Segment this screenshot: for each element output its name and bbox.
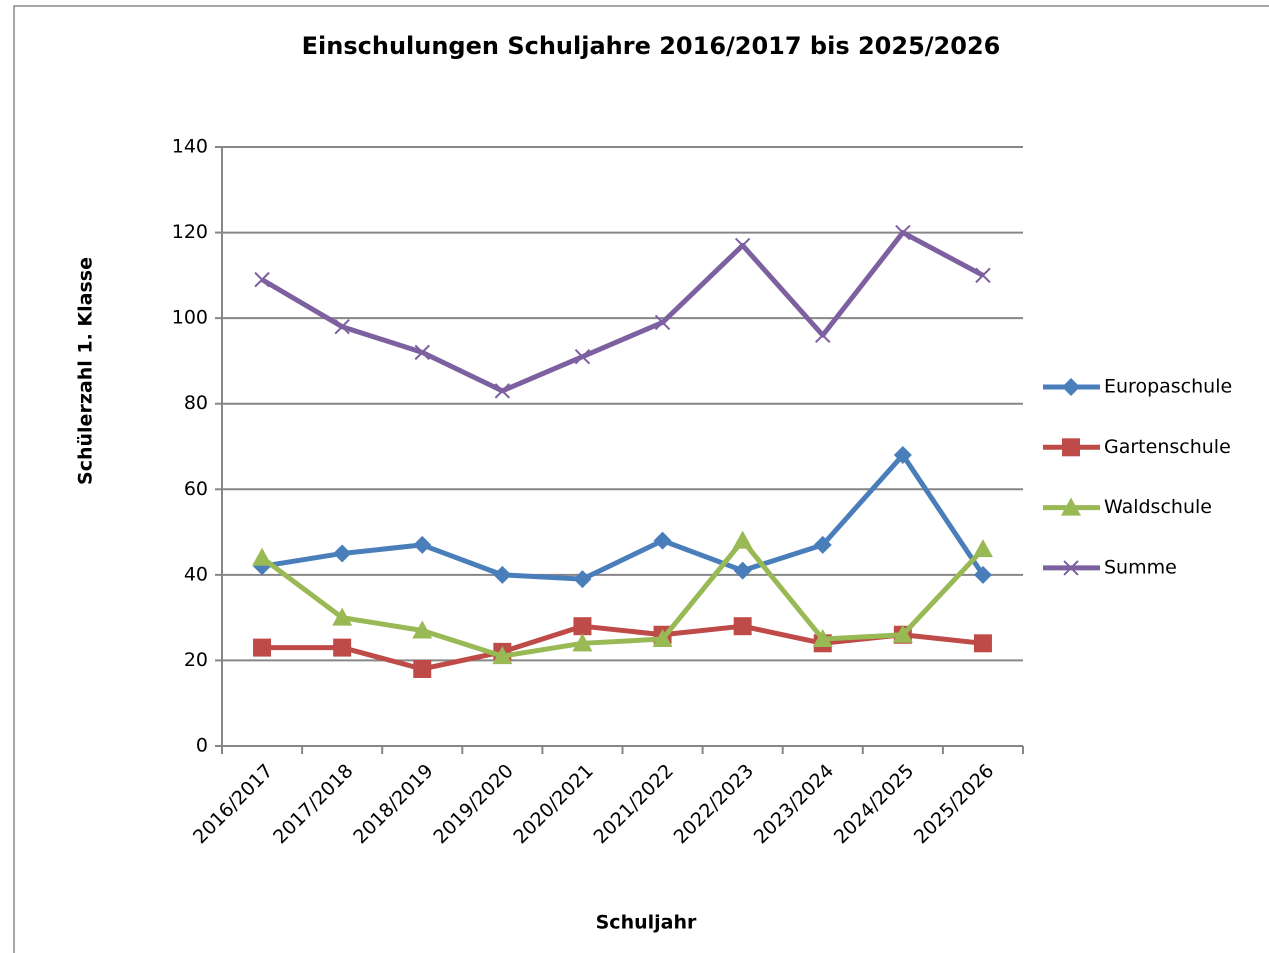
y-axis-title: Schülerzahl 1. Klasse [75,257,97,485]
y-tick-label: 100 [172,307,208,329]
legend-label: Gartenschule [1104,436,1231,458]
marker [1062,378,1080,396]
marker [972,539,993,558]
y-tick-label: 40 [184,563,208,585]
legend-item: Waldschule [1043,496,1212,518]
marker [812,629,833,648]
series-line [260,538,985,659]
legend-item: Gartenschule [1043,436,1231,458]
x-tick-label: 2023/2024 [750,760,838,848]
legend-label: Europaschule [1104,376,1232,398]
marker [654,314,671,331]
marker [1063,560,1079,576]
marker [892,624,913,643]
marker [653,531,672,550]
marker [574,348,591,365]
marker [493,565,512,584]
marker [413,659,432,678]
marker [734,237,751,254]
x-tick-label: 2016/2017 [189,760,277,848]
marker [895,224,911,241]
marker [973,565,992,584]
y-tick-label: 140 [172,136,208,158]
legend-label: Summe [1104,556,1177,578]
x-tick-label: 2024/2025 [830,760,918,848]
y-tick-label: 80 [184,392,208,414]
marker [494,383,511,399]
marker [254,271,270,288]
marker [573,570,592,589]
series-line [260,230,985,394]
series-line [262,623,984,672]
marker [652,629,673,648]
y-tick-label: 120 [172,221,208,243]
marker [973,634,992,653]
marker [333,638,352,657]
marker [813,535,832,554]
marker [1062,438,1080,457]
marker [412,620,433,639]
marker [573,617,592,636]
marker [815,327,831,343]
chart-frame [13,5,1269,953]
marker [732,530,753,549]
marker [414,344,430,361]
marker [333,544,352,563]
marker [334,318,350,335]
x-tick-label: 2021/2022 [590,760,678,848]
y-tick-label: 60 [184,478,208,500]
chart-title: Einschulungen Schuljahre 2016/2017 bis 2… [302,32,1001,60]
marker [253,638,272,657]
marker [1061,497,1081,516]
marker [733,561,752,580]
legend-label: Waldschule [1104,496,1212,518]
marker [893,446,912,465]
legend-item: Summe [1043,556,1177,578]
x-tick-label: 2020/2021 [509,760,597,848]
marker [332,607,353,626]
x-axis-title: Schuljahr [596,912,697,934]
marker [252,547,273,566]
series-line [261,452,986,582]
marker [975,267,991,284]
x-tick-label: 2017/2018 [269,760,357,848]
x-tick-label: 2022/2023 [670,760,758,848]
x-tick-label: 2019/2020 [429,760,517,848]
marker [572,633,593,652]
marker [492,646,513,665]
x-tick-label: 2025/2026 [910,760,998,848]
y-tick-label: 0 [196,735,208,757]
marker [413,535,432,554]
marker [733,617,752,636]
x-tick-label: 2018/2019 [349,760,437,848]
legend-item: Europaschule [1043,376,1232,398]
y-tick-label: 20 [184,649,208,671]
